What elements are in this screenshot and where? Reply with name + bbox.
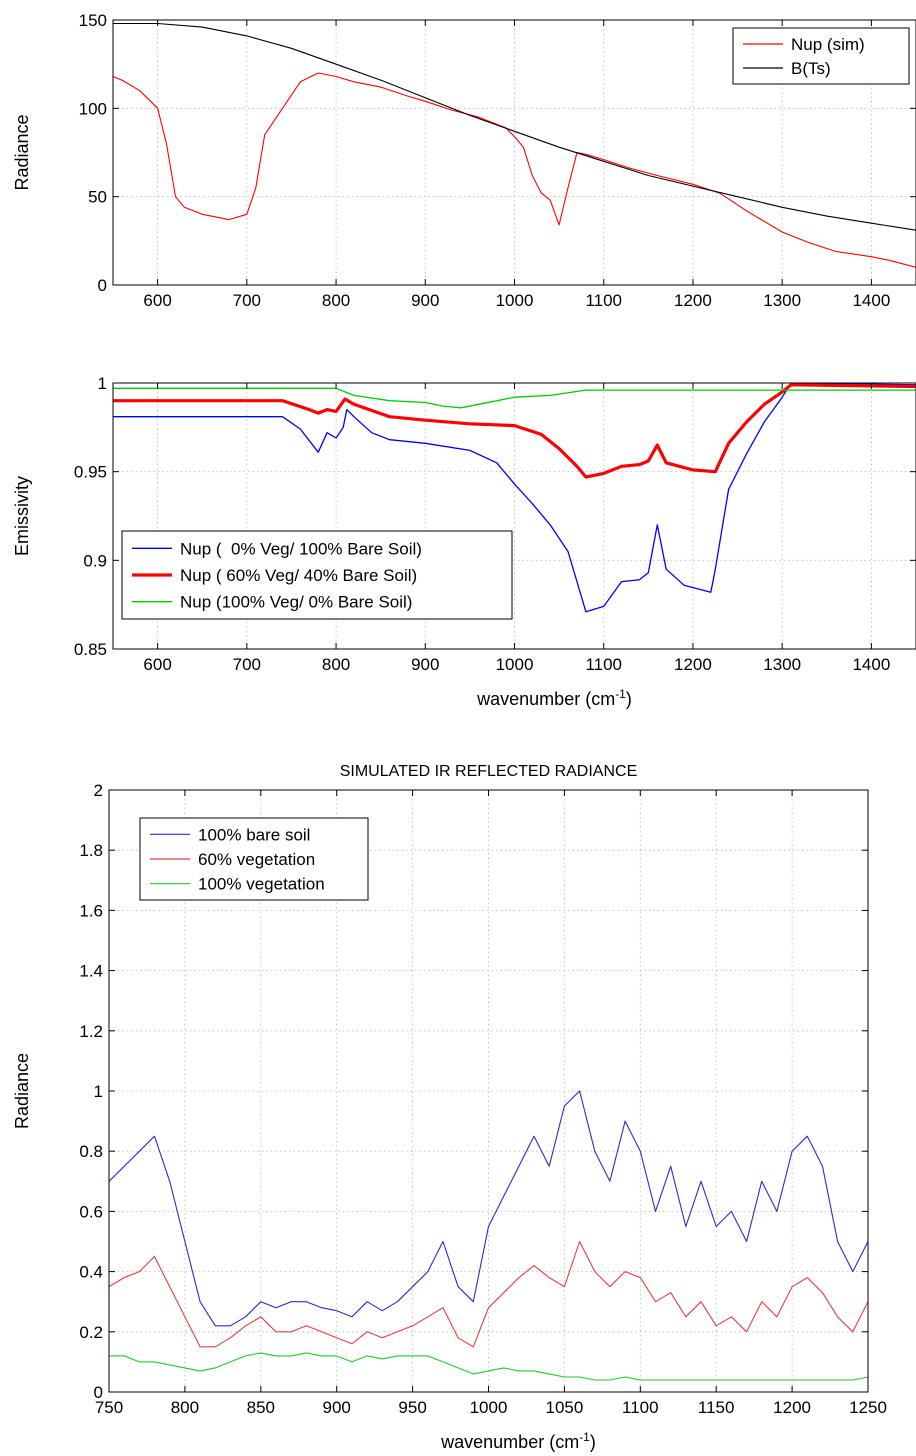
y-tick-label: 0 [94,1383,103,1402]
series-line-1 [109,1090,868,1327]
x-tick-label: 700 [233,655,261,674]
y-tick-label: 0.95 [74,463,107,482]
x-tick-label: 600 [143,291,171,310]
y-tick-label: 0.6 [79,1202,103,1221]
y-tick-label: 0.8 [79,1142,103,1161]
legend-label: Nup (sim) [791,35,865,54]
y-tick-label: 0.9 [83,551,107,570]
y-tick-label: 1 [94,1082,103,1101]
x-tick-label: 950 [398,1398,426,1417]
x-tick-label: 1100 [622,1398,659,1417]
y-tick-label: 1.2 [79,1022,103,1041]
series-line-1 [113,383,916,613]
y-tick-label: 50 [88,188,107,207]
y-tick-label: 2 [94,781,103,800]
y-axis-label: Radiance [12,1053,32,1129]
legend-label: 60% vegetation [198,850,315,869]
y-tick-label: 0 [98,276,107,295]
legend-label: B(Ts) [791,59,831,78]
legend-label: 100% vegetation [198,875,325,894]
series-group [113,22,916,268]
legend-box [732,27,910,85]
x-tick-label: 900 [411,291,439,310]
chart-panel-1: 600 700 800 900 1000 1100 1200 1300 1400 0 50 100 15… [12,11,916,310]
x-tick-label: 750 [95,1398,123,1417]
x-tick-label: 850 [247,1398,275,1417]
legend: 100% bare soil 60% vegetation 100% vegetat… [139,817,369,901]
x-axis-label: wavenumber (cm-1) [440,1430,596,1452]
x-tick-label: 1100 [585,655,622,674]
x-tick-label: 1400 [852,291,890,310]
series-line-3 [109,1352,868,1381]
x-tick-label: 1250 [849,1398,887,1417]
x-axis-label: wavenumber (cm-1) [476,687,632,709]
legend-box [121,530,513,620]
x-tick-label: 1200 [674,291,712,310]
x-tick-label: 1000 [470,1398,508,1417]
chart-panel-3: 750 800 850 900 950 1000 1050 1100 1150 1200 1250 0… [12,763,887,1417]
x-tick-label: 800 [322,291,350,310]
x-tick-label: 1150 [698,1398,735,1417]
grid [113,20,916,285]
legend: Nup ( 0% Veg/ 100% Bare Soil) Nup ( 60% V… [121,530,513,620]
chart-panel-2: 600 700 800 900 1000 1100 1200 1300 1400 0.85 0.9 0… [12,374,916,674]
x-tick-label: 1050 [545,1398,583,1417]
legend: Nup (sim) B(Ts) [732,27,910,85]
y-tick-label: 1.6 [79,901,103,920]
x-tick-label: 1200 [773,1398,811,1417]
x-tick-label: 700 [233,291,261,310]
y-tick-label: 0.85 [74,640,107,659]
x-tick-label: 1400 [852,655,890,674]
legend-label: 100% bare soil [198,825,310,844]
x-tick-label: 600 [143,655,171,674]
x-tick-label: 1200 [674,655,712,674]
y-tick-label: 0.2 [79,1323,103,1342]
series-line-2 [113,383,916,479]
x-tick-label: 900 [411,655,439,674]
y-tick-label: 1 [98,374,107,393]
series-group [113,383,916,613]
legend-label: Nup (100% Veg/ 0% Bare Soil) [180,593,412,612]
y-axis-label: Radiance [12,114,32,190]
y-tick-label: 0.4 [79,1263,103,1282]
series-group [109,1090,868,1381]
grid [109,790,868,1392]
x-tick-label: 1300 [763,655,801,674]
y-axis-label: Emissivity [12,476,32,556]
x-tick-label: 1000 [496,655,534,674]
series-line-2 [113,22,916,231]
legend-label: Nup ( 60% Veg/ 40% Bare Soil) [180,566,417,585]
chart-title: SIMULATED IR REFLECTED RADIANCE [340,763,638,780]
series-line-3 [113,387,916,409]
x-tick-label: 1000 [496,291,534,310]
x-tick-label: 1100 [585,291,622,310]
x-tick-label: 1300 [763,291,801,310]
y-tick-label: 1.8 [79,841,103,860]
x-tick-label: 800 [171,1398,199,1417]
x-tick-label: 800 [322,655,350,674]
y-tick-label: 1.4 [79,962,103,981]
legend-label: Nup ( 0% Veg/ 100% Bare Soil) [180,539,422,558]
series-line-2 [109,1240,868,1348]
x-tick-label: 900 [323,1398,351,1417]
y-tick-label: 100 [79,99,107,118]
y-tick-label: 150 [79,11,107,30]
